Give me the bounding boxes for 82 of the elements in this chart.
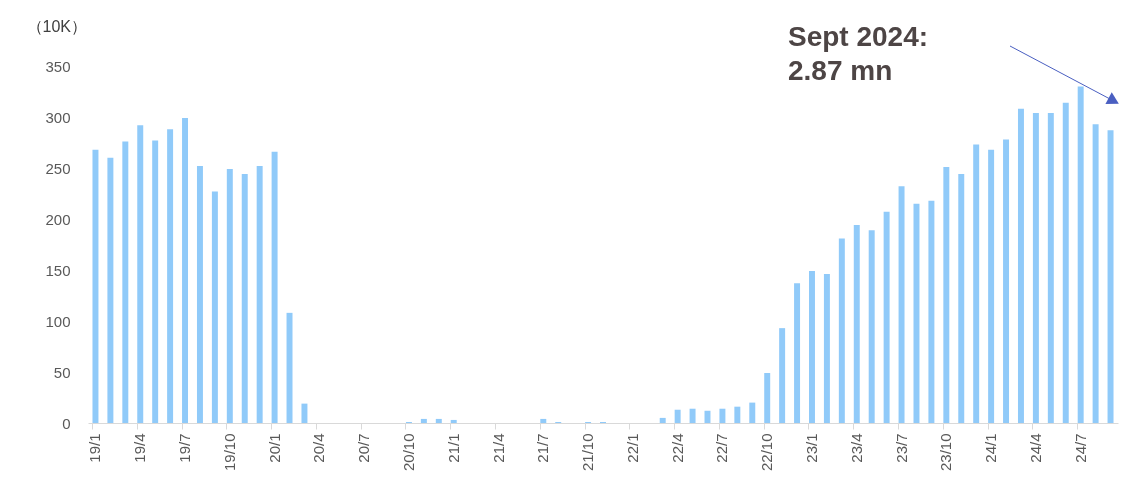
y-tick-label: 350 xyxy=(45,57,71,75)
y-tick-label: 50 xyxy=(53,363,71,381)
bar xyxy=(898,186,905,423)
bar xyxy=(256,165,263,423)
bar xyxy=(659,417,666,423)
bar xyxy=(137,125,144,423)
x-tick-label: 23/7 xyxy=(892,433,910,463)
bar xyxy=(764,373,771,423)
bar xyxy=(271,151,278,423)
bar xyxy=(152,140,159,423)
x-tick-label: 22/10 xyxy=(758,433,776,472)
bar xyxy=(167,129,174,423)
bar xyxy=(749,402,756,423)
bar xyxy=(943,166,950,423)
bar xyxy=(1062,102,1069,423)
bar xyxy=(1047,112,1054,423)
bar xyxy=(1032,112,1039,423)
x-tick-label: 22/4 xyxy=(668,433,686,463)
bar xyxy=(107,157,114,423)
x-tick-label: 21/10 xyxy=(579,433,597,472)
y-tick-label: 200 xyxy=(45,210,71,228)
x-tick-label: 20/4 xyxy=(310,433,328,463)
bar xyxy=(226,169,233,423)
bar xyxy=(868,230,875,423)
bar xyxy=(435,418,442,423)
bar xyxy=(719,408,726,423)
x-tick-label: 23/4 xyxy=(847,433,865,463)
bar xyxy=(809,271,815,423)
y-tick-label: 150 xyxy=(45,261,71,279)
bar xyxy=(689,408,696,423)
bar xyxy=(823,274,830,423)
bar xyxy=(973,144,980,423)
bar xyxy=(241,174,248,423)
bar xyxy=(1077,86,1084,423)
bar xyxy=(286,312,293,423)
bar xyxy=(838,238,845,423)
x-tick-label: 19/7 xyxy=(176,433,194,463)
y-tick-label: 100 xyxy=(45,312,71,330)
bar xyxy=(988,149,995,423)
y-tick-label: 250 xyxy=(45,159,71,177)
x-tick-label: 19/10 xyxy=(220,433,238,472)
y-tick-label: 0 xyxy=(62,414,71,432)
bar xyxy=(122,141,129,423)
bar xyxy=(196,165,203,423)
bar xyxy=(1017,108,1024,423)
bar xyxy=(1092,124,1099,423)
bar xyxy=(958,174,965,423)
bar xyxy=(734,406,741,423)
bar xyxy=(301,403,308,423)
x-tick-label: 20/7 xyxy=(355,433,373,463)
bar xyxy=(1003,139,1010,423)
x-tick-label: 24/7 xyxy=(1071,433,1089,463)
bar xyxy=(1107,130,1114,423)
x-tick-label: 20/10 xyxy=(399,433,417,472)
x-tick-label: 21/1 xyxy=(444,433,462,463)
x-tick-label: 24/1 xyxy=(982,433,1000,463)
y-tick-label: 300 xyxy=(45,108,71,126)
annotation: Sept 2024: 2.87 mn xyxy=(788,21,929,86)
bar xyxy=(913,203,920,423)
x-tick-label: 21/4 xyxy=(489,433,507,463)
x-tick-label: 20/1 xyxy=(265,433,283,463)
bar xyxy=(883,211,890,423)
y-axis-title: （10K） xyxy=(26,17,87,35)
bar xyxy=(420,418,427,423)
bar xyxy=(928,200,935,423)
bar xyxy=(450,419,457,423)
x-tick-label: 22/1 xyxy=(623,433,641,463)
bar xyxy=(540,418,547,423)
bar xyxy=(779,328,786,423)
bar xyxy=(92,149,99,423)
x-tick-label: 22/7 xyxy=(713,433,731,463)
bar xyxy=(794,283,801,423)
x-tick-label: 23/10 xyxy=(937,433,955,472)
bar xyxy=(853,225,860,423)
x-tick-label: 23/1 xyxy=(802,433,820,463)
x-tick-label: 21/7 xyxy=(534,433,552,463)
x-tick-label: 19/4 xyxy=(131,433,149,463)
bar xyxy=(211,191,218,423)
bar xyxy=(674,409,681,423)
x-tick-label: 19/1 xyxy=(86,433,104,463)
x-tick-label: 24/4 xyxy=(1026,433,1044,463)
bar xyxy=(182,118,189,423)
